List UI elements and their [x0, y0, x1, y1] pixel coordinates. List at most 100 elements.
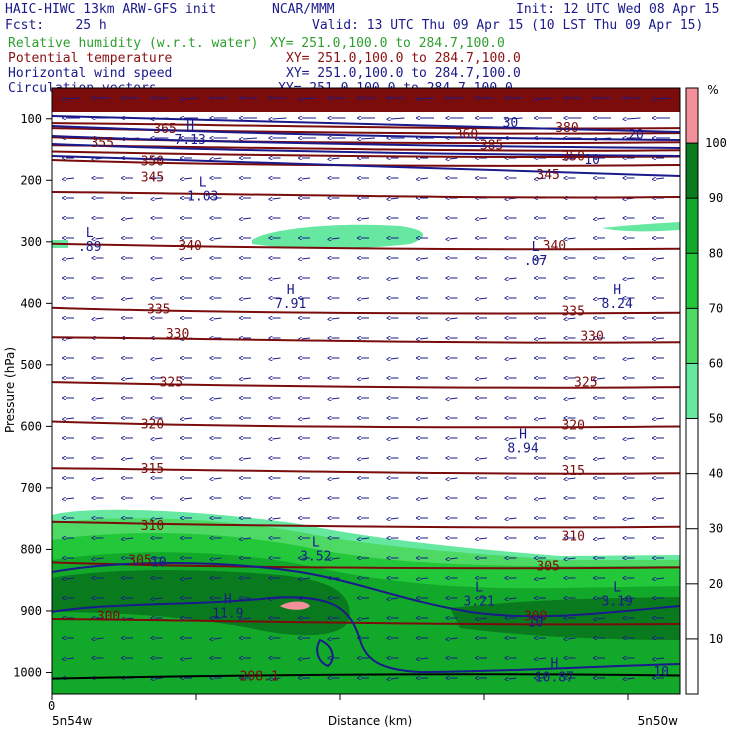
stratosphere-theta-band — [52, 88, 680, 112]
wind-vector — [479, 218, 488, 219]
wind-vector — [361, 138, 376, 139]
wind-vector — [568, 478, 576, 479]
wind-vector — [66, 98, 81, 99]
wind-vector — [184, 498, 193, 499]
hl-letter: H — [550, 657, 558, 672]
plot-frame — [51, 87, 681, 695]
wind-vector — [420, 258, 429, 259]
theta-label: 298.1 — [240, 670, 279, 685]
wind-vector — [243, 218, 252, 219]
wind-vector — [597, 298, 606, 299]
wind-contour-jet-3 — [52, 135, 680, 149]
wind-vector — [125, 218, 134, 219]
theta-label: 325 — [574, 375, 597, 390]
wind-speed-contours — [52, 115, 680, 674]
wind-vector — [66, 258, 75, 259]
field-name-wind: Horizontal wind speed — [8, 66, 172, 81]
wind-speed-label: 20 — [628, 128, 644, 143]
colorbar-unit: % — [707, 83, 718, 97]
wind-vector — [509, 278, 517, 279]
theta-label: 315 — [561, 464, 584, 479]
wind-vector — [627, 438, 635, 439]
theta-label: 315 — [141, 462, 164, 477]
wind-vector — [96, 558, 104, 559]
wind-vector — [332, 478, 340, 479]
wind-vector — [66, 418, 75, 419]
wind-contour-low-2 — [52, 596, 680, 674]
wind-vector — [66, 498, 75, 499]
wind-vector — [509, 598, 517, 599]
colorbar-tick-label: 20 — [709, 577, 723, 591]
wind-vector — [214, 558, 222, 559]
y-tick-label: 600 — [20, 419, 42, 433]
x-right-endpoint: 5n50w — [638, 714, 679, 728]
wind-vector — [243, 138, 258, 139]
wind-vector — [125, 378, 134, 379]
theta-label: 380 — [555, 121, 578, 136]
hl-letter: L — [613, 580, 621, 595]
wind-vector — [391, 598, 399, 599]
theta-label: 305 — [128, 553, 151, 568]
wind-vector — [302, 658, 311, 659]
wind-vector — [656, 258, 665, 259]
hl-value: 3.21 — [463, 594, 494, 609]
theta-label: 340 — [543, 239, 566, 254]
wind-vector — [273, 438, 281, 439]
wind-vector — [302, 498, 311, 499]
theta-label: 345 — [536, 168, 559, 183]
wind-vector — [361, 218, 370, 219]
wind-vector — [214, 158, 222, 159]
theta-contour-335 — [52, 306, 680, 315]
org-label: NCAR/MMM — [272, 2, 335, 17]
wind-vector — [96, 238, 104, 239]
wind-vector — [568, 638, 576, 639]
wind-vector — [214, 398, 222, 399]
theta-contour-320 — [52, 420, 680, 429]
wind-vector — [656, 98, 671, 99]
wind-vector — [184, 98, 199, 99]
wind-vector — [568, 398, 576, 399]
wind-vector — [125, 538, 134, 539]
y-tick-label: 900 — [20, 604, 42, 618]
wind-vector — [538, 338, 547, 339]
wind-vector — [214, 238, 222, 239]
hl-value: 11.9 — [212, 607, 243, 622]
wind-vector — [450, 558, 458, 559]
wind-vector — [509, 678, 517, 679]
wind-vector — [125, 298, 134, 299]
y-tick-label: 500 — [20, 358, 42, 372]
y-tick-label: 700 — [20, 481, 42, 495]
wind-vector — [243, 538, 252, 539]
wind-speed-label: 10 — [528, 615, 544, 630]
colorbar-tick-label: 90 — [709, 191, 723, 205]
wind-vector — [243, 298, 252, 299]
wind-vector — [420, 178, 429, 179]
theta-label: 300 — [524, 609, 547, 624]
wind-labels: 30 20 10 10 10 10 — [151, 116, 669, 680]
y-axis-label: Pressure (hPa) — [3, 347, 17, 433]
wind-vector — [184, 578, 193, 579]
field-xy-theta: XY= 251.0,100.0 to 284.7,100.0 — [286, 51, 521, 66]
colorbar-tick-label: 80 — [709, 246, 723, 260]
wind-vector — [538, 578, 547, 579]
colorbar-band — [686, 198, 698, 254]
wind-vector — [273, 358, 281, 359]
hl-value: 1.03 — [187, 189, 218, 204]
wind-vector — [361, 618, 370, 619]
colorbar-band — [686, 253, 698, 309]
theta-contour-325 — [52, 381, 680, 389]
wind-vector — [656, 418, 665, 419]
theta-contour-310 — [52, 520, 680, 529]
hl-value: 3.19 — [602, 594, 633, 609]
wind-vector — [155, 198, 163, 199]
x-axis-label: Distance (km) — [328, 714, 412, 728]
wind-vector — [66, 658, 75, 659]
wind-vector — [627, 278, 635, 279]
wind-contour-jet-4 — [52, 143, 680, 157]
valid-time: Valid: 13 UTC Thu 09 Apr 15 (10 LST Thu … — [312, 18, 703, 33]
theta-label: 305 — [536, 559, 559, 574]
wind-vector — [538, 418, 547, 419]
hl-value: .07 — [524, 254, 547, 269]
x-left-endpoint: 5n54w — [52, 714, 93, 728]
